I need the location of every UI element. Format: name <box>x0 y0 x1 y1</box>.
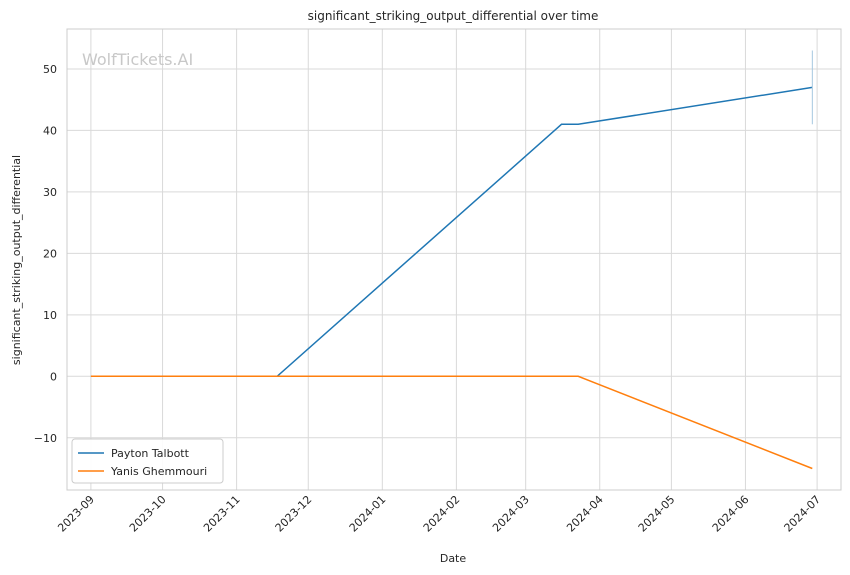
y-axis-label: significant_striking_output_differential <box>10 155 23 365</box>
chart-title: significant_striking_output_differential… <box>308 9 599 23</box>
y-tick-label: −10 <box>34 432 57 445</box>
y-axis-ticks: 50 40 30 20 10 0 −10 <box>34 63 57 445</box>
plot-frame <box>66 28 842 491</box>
x-axis-ticks: 2023-09 2023-10 2023-11 2023-12 2024-01 2024-… <box>55 493 823 535</box>
y-tick-label: 20 <box>43 247 57 260</box>
y-tick-label: 40 <box>43 124 57 137</box>
x-tick-label: 2024-05 <box>636 493 678 535</box>
grid <box>67 29 841 490</box>
x-tick-label: 2024-07 <box>782 493 824 535</box>
x-tick-label: 2024-03 <box>490 493 532 535</box>
x-tick-label: 2023-10 <box>127 493 169 535</box>
y-tick-label: 10 <box>43 309 57 322</box>
y-tick-label: 50 <box>43 63 57 76</box>
y-tick-label: 30 <box>43 186 57 199</box>
x-tick-label: 2023-09 <box>55 493 97 535</box>
legend: Payton Talbott Yanis Ghemmouri <box>71 438 224 484</box>
x-tick-label: 2024-04 <box>564 493 606 535</box>
x-tick-label: 2023-11 <box>201 493 243 535</box>
watermark: WolfTickets.AI <box>82 50 193 69</box>
y-tick-label: 0 <box>50 370 57 383</box>
series-line <box>90 375 813 470</box>
x-tick-label: 2024-06 <box>710 493 752 535</box>
x-tick-label: 2024-01 <box>347 493 389 535</box>
legend-label: Yanis Ghemmouri <box>110 465 207 478</box>
x-axis-label: Date <box>440 552 467 565</box>
series-lines <box>90 50 813 470</box>
legend-box <box>71 438 224 484</box>
x-tick-label: 2024-02 <box>421 493 463 535</box>
x-tick-label: 2023-12 <box>273 493 315 535</box>
legend-label: Payton Talbott <box>111 447 190 460</box>
